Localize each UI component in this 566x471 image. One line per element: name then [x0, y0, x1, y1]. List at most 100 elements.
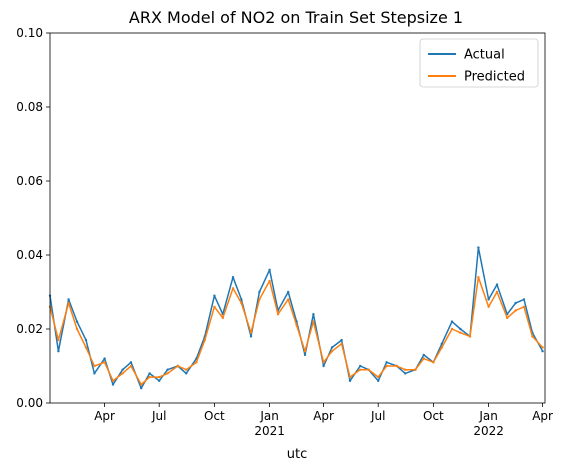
- data-point-actual: [330, 346, 334, 349]
- data-point-predicted: [287, 298, 290, 301]
- x-tick-label: Jul: [370, 409, 385, 423]
- data-point-actual: [185, 372, 188, 375]
- data-point-actual: [477, 246, 480, 249]
- series-layer: [48, 246, 544, 390]
- data-point-actual: [258, 290, 261, 294]
- x-tick-label: Oct: [423, 409, 444, 423]
- data-point-predicted: [129, 364, 133, 368]
- data-point-predicted: [231, 287, 235, 290]
- data-point-actual: [249, 335, 253, 338]
- data-point-predicted: [140, 383, 143, 386]
- x-tick-label: Jan: [478, 409, 498, 423]
- plot-area: [48, 32, 546, 404]
- data-point-actual: [514, 301, 517, 305]
- data-point-actual: [322, 364, 325, 368]
- data-point-actual: [404, 372, 407, 375]
- data-point-predicted: [93, 364, 96, 368]
- data-point-predicted: [330, 350, 334, 353]
- data-point-predicted: [522, 305, 526, 308]
- data-point-predicted: [103, 361, 106, 364]
- legend-label-actual: Actual: [464, 48, 505, 63]
- data-point-actual: [75, 320, 79, 323]
- x-tick-label: Oct: [204, 409, 225, 423]
- chart-title: ARX Model of NO2 on Train Set Stepsize 1: [129, 8, 463, 27]
- data-point-predicted: [67, 301, 70, 305]
- data-point-predicted: [195, 361, 198, 364]
- data-point-predicted: [84, 346, 88, 349]
- data-point-predicted: [185, 368, 188, 371]
- data-point-actual: [487, 298, 490, 301]
- legend-label-predicted: Predicted: [464, 70, 525, 85]
- x-tick-label: Apr: [94, 409, 115, 423]
- x-tick-year-label: 2022: [473, 424, 504, 438]
- data-point-actual: [240, 298, 243, 301]
- data-point-actual: [111, 383, 115, 386]
- data-point-actual: [129, 361, 133, 364]
- data-point-predicted: [395, 364, 398, 368]
- x-tick-label: Jul: [151, 409, 166, 423]
- data-point-predicted: [295, 324, 298, 327]
- data-point-predicted: [221, 316, 224, 320]
- x-tick-year-label: 2021: [254, 424, 285, 438]
- data-point-predicted: [385, 364, 388, 368]
- data-point-predicted: [495, 290, 499, 294]
- data-point-predicted: [459, 331, 462, 334]
- data-point-predicted: [268, 279, 271, 283]
- x-tick-label: Jan: [259, 409, 279, 423]
- data-point-predicted: [506, 316, 509, 320]
- data-point-predicted: [322, 361, 325, 364]
- data-point-predicted: [477, 276, 480, 279]
- y-tick-label: 0.10: [16, 26, 43, 40]
- data-point-actual: [541, 350, 544, 353]
- data-point-actual: [359, 364, 362, 368]
- y-tick-label: 0.02: [16, 322, 43, 336]
- data-point-predicted: [468, 335, 472, 338]
- data-point-actual: [140, 387, 143, 390]
- data-point-actual: [440, 342, 443, 345]
- x-axis-label: utc: [287, 447, 307, 462]
- x-tick-label: Apr: [313, 409, 334, 423]
- data-point-predicted: [176, 364, 179, 368]
- legend: Actual Predicted: [419, 38, 539, 88]
- data-point-predicted: [340, 342, 343, 345]
- data-point-actual: [121, 368, 124, 371]
- data-point-predicted: [348, 375, 352, 379]
- data-point-actual: [103, 357, 106, 360]
- data-point-actual: [495, 283, 499, 286]
- data-point-predicted: [432, 361, 435, 364]
- data-point-actual: [312, 313, 315, 316]
- data-point-predicted: [414, 368, 417, 371]
- data-point-predicted: [203, 338, 206, 342]
- data-point-actual: [348, 379, 352, 382]
- data-point-predicted: [531, 335, 534, 338]
- axes-frame: [49, 32, 546, 404]
- data-point-predicted: [367, 368, 370, 371]
- data-point-actual: [166, 368, 169, 371]
- data-point-actual: [158, 379, 161, 382]
- data-point-actual: [340, 338, 343, 342]
- y-axis: 0.00 0.02 0.04 0.06 0.08 0.10: [16, 26, 50, 410]
- data-point-predicted: [121, 372, 124, 375]
- data-point-actual: [148, 372, 151, 375]
- data-point-actual: [385, 361, 388, 364]
- data-point-predicted: [422, 357, 425, 360]
- series-line-actual: [49, 246, 544, 389]
- data-point-predicted: [240, 301, 243, 305]
- data-point-predicted: [57, 338, 60, 342]
- data-point-actual: [450, 320, 454, 323]
- data-point-actual: [67, 298, 70, 301]
- data-point-predicted: [359, 368, 362, 371]
- data-point-predicted: [148, 375, 151, 379]
- data-point-actual: [84, 338, 88, 342]
- data-point-actual: [422, 353, 425, 357]
- data-point-actual: [268, 268, 271, 271]
- data-point-predicted: [258, 298, 261, 301]
- data-point-actual: [522, 298, 526, 301]
- data-point-predicted: [166, 372, 169, 375]
- x-tick-label: Apr: [532, 409, 553, 423]
- legend-items: Actual Predicted: [428, 48, 525, 85]
- data-point-predicted: [541, 346, 544, 349]
- data-point-predicted: [303, 350, 307, 353]
